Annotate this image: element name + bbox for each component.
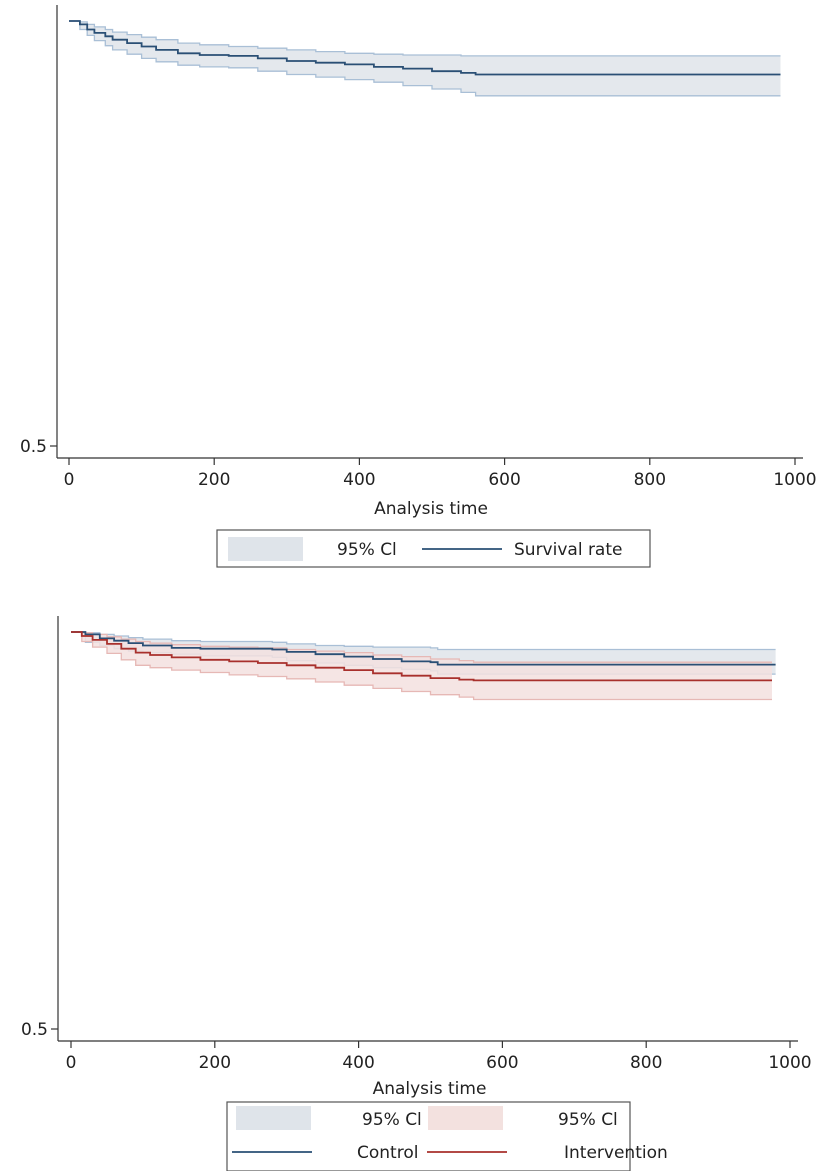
control-legend-band-swatch: [236, 1106, 311, 1130]
control-ci-upper-edge: [71, 631, 776, 651]
legend: 95% Cl Survival rate: [216, 529, 651, 568]
intervention-ci-upper-edge: [71, 631, 772, 663]
survival-lines: [71, 631, 776, 682]
y-tick-label: 0.5: [21, 1020, 48, 1040]
legend-label: Survival rate: [514, 540, 622, 560]
y-tick-label: 0.5: [20, 437, 47, 457]
legend-label: 95% Cl: [362, 1110, 422, 1130]
intervention-ci-lower-edge: [71, 631, 772, 701]
x-tick-label: 1000: [773, 470, 816, 490]
x-axis-title: Analysis time: [374, 499, 488, 519]
x-tick-label: 200: [198, 470, 230, 490]
legend-label: Intervention: [564, 1143, 668, 1163]
legend-label: Control: [357, 1143, 418, 1163]
x-ticks: 0 200 400 600 800 1000: [66, 1041, 812, 1073]
survival-ci-lower-edge: [69, 20, 781, 97]
survival-legend-band-swatch: [228, 537, 303, 561]
survival-ci-band: [69, 21, 781, 96]
x-tick-label: 1000: [768, 1053, 811, 1073]
ci-bands: [71, 631, 776, 701]
intervention-survival-line: [71, 631, 772, 682]
survival-ci-upper-edge: [69, 20, 781, 57]
x-tick-label: 800: [634, 470, 666, 490]
legend-label: 95% Cl: [337, 540, 397, 560]
x-tick-label: 0: [66, 1053, 77, 1073]
control-survival-line: [71, 631, 776, 666]
x-tick-label: 400: [342, 1053, 374, 1073]
x-tick-label: 600: [486, 1053, 518, 1073]
survival-chart-by-group: 0 200 400 600 800 1000 0.5 Analysis time 95% …: [21, 616, 812, 1171]
legend: 95% Cl 95% Cl Control Intervention: [226, 1101, 668, 1171]
x-ticks: 0 200 400 600 800 1000: [64, 458, 817, 490]
y-ticks: 0.5: [20, 437, 57, 457]
y-ticks: 0.5: [21, 1020, 58, 1040]
survival-survival-line: [69, 20, 781, 76]
x-tick-label: 600: [488, 470, 520, 490]
intervention-legend-band-swatch: [428, 1106, 503, 1130]
x-tick-label: 0: [64, 470, 75, 490]
survival-chart-overall: 0 200 400 600 800 1000 0.5 Analysis time 95% …: [20, 5, 817, 568]
survival-lines: [69, 20, 781, 76]
x-tick-label: 400: [343, 470, 375, 490]
x-tick-label: 800: [630, 1053, 662, 1073]
legend-label: 95% Cl: [558, 1110, 618, 1130]
x-axis-title: Analysis time: [373, 1079, 487, 1099]
ci-bands: [69, 20, 781, 97]
x-tick-label: 200: [199, 1053, 231, 1073]
